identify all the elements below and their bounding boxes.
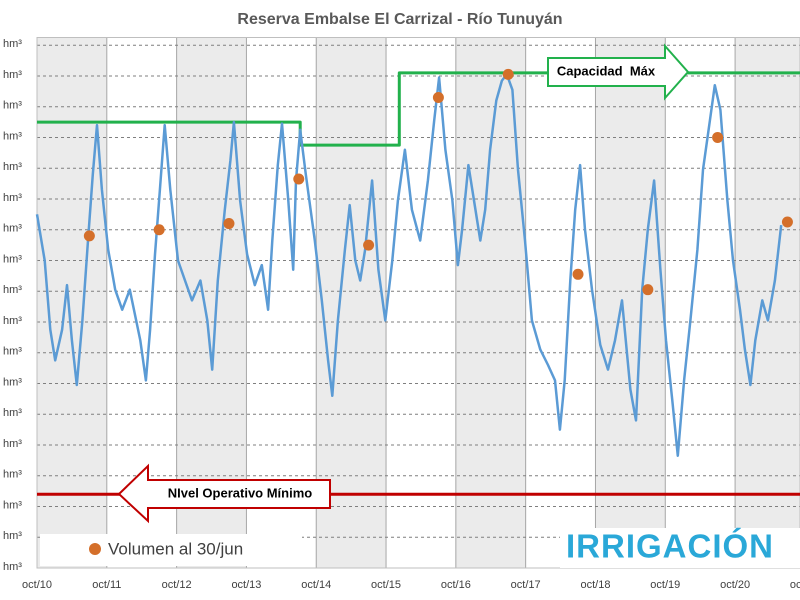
- y-tick-label: hm³: [3, 100, 22, 112]
- data-point: [781, 216, 793, 228]
- grid: oct/10 oct/11 oct/12 oct/13 oct/14 oct/15 oct/…: [3, 37, 800, 591]
- y-tick-label: hm³: [3, 315, 22, 327]
- legend-marker: [89, 543, 101, 555]
- y-tick-label: hm³: [3, 38, 22, 50]
- y-tick-label: hm³: [3, 161, 22, 173]
- x-tick-label: oct/21: [790, 579, 800, 591]
- y-tick-label: hm³: [3, 438, 22, 450]
- x-tick-label: oct/12: [162, 579, 192, 591]
- series-line: [37, 71, 800, 147]
- y-tick-label: hm³: [3, 407, 22, 419]
- data-point: [712, 131, 724, 143]
- y-tick-label: hm³: [3, 530, 22, 542]
- y-tick-label: hm³: [3, 130, 22, 142]
- x-tick-label: oct/15: [371, 579, 401, 591]
- data-point: [83, 230, 95, 242]
- series-line: [35, 73, 783, 457]
- x-tick-label: oct/18: [580, 579, 610, 591]
- capacity-arrow: [547, 43, 690, 101]
- y-tick-label: hm³: [3, 192, 22, 204]
- minimum-label: NIvel Operativo Mínimo: [168, 485, 313, 500]
- x-tick-label: oct/11: [92, 579, 121, 591]
- year-band: [595, 37, 666, 568]
- y-tick-label: hm³: [3, 253, 22, 265]
- chart-title: Reserva Embalse El Carrizal - Río Tunuyá…: [237, 11, 562, 28]
- capacity-label: Capacidad Máx: [557, 63, 656, 78]
- data-point: [572, 268, 584, 280]
- y-tick-label: hm³: [3, 376, 22, 388]
- logo-box: [560, 528, 800, 568]
- y-tick-label: hm³: [3, 561, 22, 573]
- x-tick-label: oct/10: [22, 579, 52, 591]
- y-tick-label: hm³: [3, 499, 22, 511]
- logo: IRRIGACIÓN: [566, 528, 774, 565]
- data-point: [293, 173, 305, 185]
- data-point: [153, 224, 165, 236]
- data-point: [363, 239, 375, 251]
- y-tick-label: hm³: [3, 69, 22, 81]
- data-point: [432, 91, 444, 103]
- y-tick-label: hm³: [3, 223, 22, 235]
- minimum-arrow: [117, 463, 331, 524]
- data-point: [502, 68, 514, 80]
- x-tick-label: oct/16: [441, 579, 471, 591]
- x-tick-label: oct/20: [720, 579, 750, 591]
- legend-label: Volumen al 30/jun: [108, 539, 243, 558]
- plot-border: [36, 37, 800, 569]
- year-band: [735, 37, 800, 568]
- plot-background: [37, 37, 800, 568]
- y-tick-label: hm³: [3, 469, 22, 481]
- x-tick-label: oct/14: [301, 579, 331, 591]
- data-point: [223, 218, 235, 230]
- y-tick-label: hm³: [3, 346, 22, 358]
- x-tick-label: oct/17: [511, 579, 541, 591]
- y-tick-label: hm³: [3, 284, 22, 296]
- x-tick-label: oct/19: [650, 579, 680, 591]
- x-tick-label: oct/13: [231, 579, 261, 591]
- data-point: [642, 284, 654, 296]
- legend-box: [40, 534, 302, 566]
